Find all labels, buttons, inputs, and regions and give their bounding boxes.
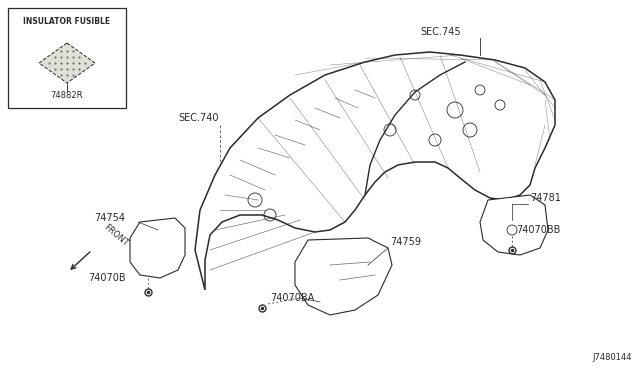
- Text: FRONT: FRONT: [102, 222, 130, 248]
- Text: SEC.745: SEC.745: [420, 27, 461, 37]
- Bar: [8, 8, 126, 108]
- Polygon shape: [295, 238, 392, 315]
- Polygon shape: [480, 195, 548, 255]
- Text: 74070BB: 74070BB: [516, 225, 561, 235]
- Text: 74070B: 74070B: [88, 273, 125, 283]
- Text: INSULATOR FUSIBLE: INSULATOR FUSIBLE: [24, 17, 111, 26]
- Text: 74882R: 74882R: [51, 92, 83, 100]
- Text: 74070BA: 74070BA: [270, 293, 314, 303]
- Text: 74759: 74759: [390, 237, 421, 247]
- Text: SEC.740: SEC.740: [178, 113, 218, 123]
- Text: J7480144: J7480144: [593, 353, 632, 362]
- Text: 74781: 74781: [530, 193, 561, 203]
- Polygon shape: [130, 218, 185, 278]
- Polygon shape: [39, 43, 95, 83]
- Text: 74754: 74754: [94, 213, 125, 223]
- Polygon shape: [195, 52, 555, 290]
